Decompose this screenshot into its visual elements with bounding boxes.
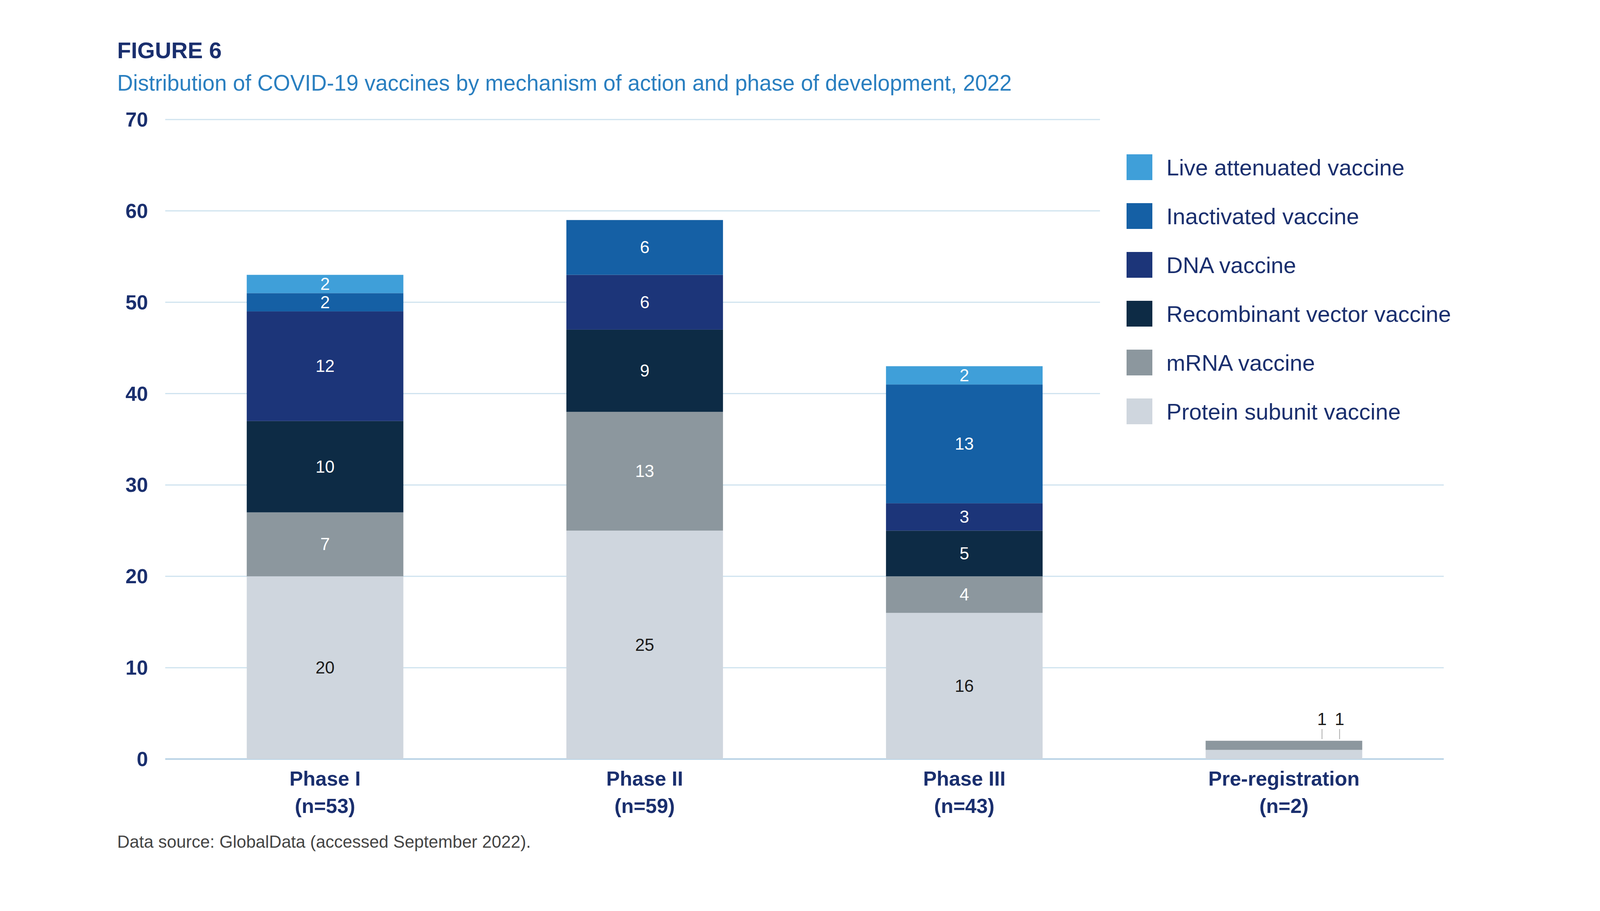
x-tick-line: Phase II: [606, 767, 684, 790]
y-tick-label: 50: [125, 291, 149, 314]
legend-swatch: [1126, 154, 1153, 181]
data-label: 2: [320, 292, 330, 312]
legend-swatch: [1126, 251, 1153, 278]
x-tick-line: (n=43): [933, 794, 995, 818]
label-leader: [1321, 728, 1323, 740]
bar-segment: [1205, 750, 1363, 759]
legend-label: DNA vaccine: [1166, 252, 1297, 278]
legend-swatch: [1126, 398, 1153, 425]
x-tick-line: Pre-registration: [1208, 767, 1360, 790]
data-label: 6: [639, 237, 650, 257]
bar-segment: [566, 530, 724, 759]
data-label: 25: [635, 635, 655, 655]
y-tick-label: 10: [125, 656, 149, 679]
data-label: 13: [954, 433, 974, 454]
label-leader: [1339, 728, 1340, 740]
data-label: 2: [959, 365, 969, 385]
y-tick-label: 40: [125, 382, 149, 406]
x-tick-label: Phase I (n=53): [289, 767, 361, 818]
x-tick-label: Phase III (n=43): [923, 767, 1006, 818]
legend-label: Recombinant vector vaccine: [1166, 301, 1452, 327]
legend-label: Inactivated vaccine: [1166, 203, 1359, 229]
legend-label: Live attenuated vaccine: [1166, 154, 1405, 181]
bar-segment: [246, 311, 404, 422]
bar-segment: [885, 612, 1043, 759]
legend-swatch: [1126, 300, 1153, 327]
chart: FIGURE 6 Distribution of COVID-19 vaccine…: [0, 0, 1600, 911]
data-label: 1: [1317, 709, 1327, 729]
legend-label: Protein subunit vaccine: [1166, 398, 1401, 425]
data-label: 6: [639, 292, 650, 312]
y-tick-label: 30: [125, 473, 149, 497]
x-tick-line: Phase I: [289, 767, 361, 790]
data-label: 3: [959, 507, 969, 527]
bar-segment: [246, 421, 404, 513]
data-label: 4: [959, 584, 969, 604]
grid-line: [165, 210, 1100, 212]
bar-segment: [885, 384, 1043, 504]
bar-segment: [885, 576, 1043, 613]
x-tick-line: (n=2): [1259, 794, 1309, 818]
legend-label: mRNA vaccine: [1166, 350, 1315, 376]
data-label: 20: [315, 657, 335, 677]
data-label: 12: [315, 356, 335, 376]
y-tick-label: 20: [125, 564, 149, 588]
bar-segment: [885, 530, 1043, 577]
grid-line: [165, 119, 1100, 121]
y-tick-label: 70: [125, 108, 149, 131]
bar-segment: [566, 411, 724, 531]
y-tick-label: 0: [136, 747, 149, 771]
data-label: 1: [1334, 709, 1345, 729]
subtitle: Distribution of COVID-19 vaccines by mec…: [117, 69, 1012, 96]
data-label: 13: [635, 461, 655, 481]
data-label: 10: [315, 457, 335, 477]
title: FIGURE 6: [117, 37, 222, 63]
bar-segment: [885, 503, 1043, 531]
bar-segment: [566, 219, 724, 275]
bar-segment: [246, 512, 404, 577]
data-label: 16: [954, 676, 974, 696]
x-tick-label: Pre-registration (n=2): [1208, 767, 1360, 818]
x-tick-label: Phase II (n=59): [606, 767, 684, 818]
bar-segment: [246, 576, 404, 759]
data-label: 9: [639, 360, 650, 381]
bar-segment: [1205, 740, 1363, 750]
x-tick-line: (n=53): [294, 794, 356, 818]
legend-swatch: [1126, 349, 1153, 376]
x-tick-line: Phase III: [923, 767, 1006, 790]
bar-segment: [566, 275, 724, 330]
y-tick-label: 60: [125, 199, 149, 223]
data-label: 7: [320, 534, 330, 554]
data-label: 5: [959, 543, 969, 563]
bar-segment: [566, 329, 724, 412]
legend-swatch: [1126, 203, 1153, 229]
source: Data source: GlobalData (accessed Septem…: [117, 832, 531, 852]
x-tick-line: (n=59): [614, 794, 675, 818]
data-label: 2: [320, 274, 330, 294]
